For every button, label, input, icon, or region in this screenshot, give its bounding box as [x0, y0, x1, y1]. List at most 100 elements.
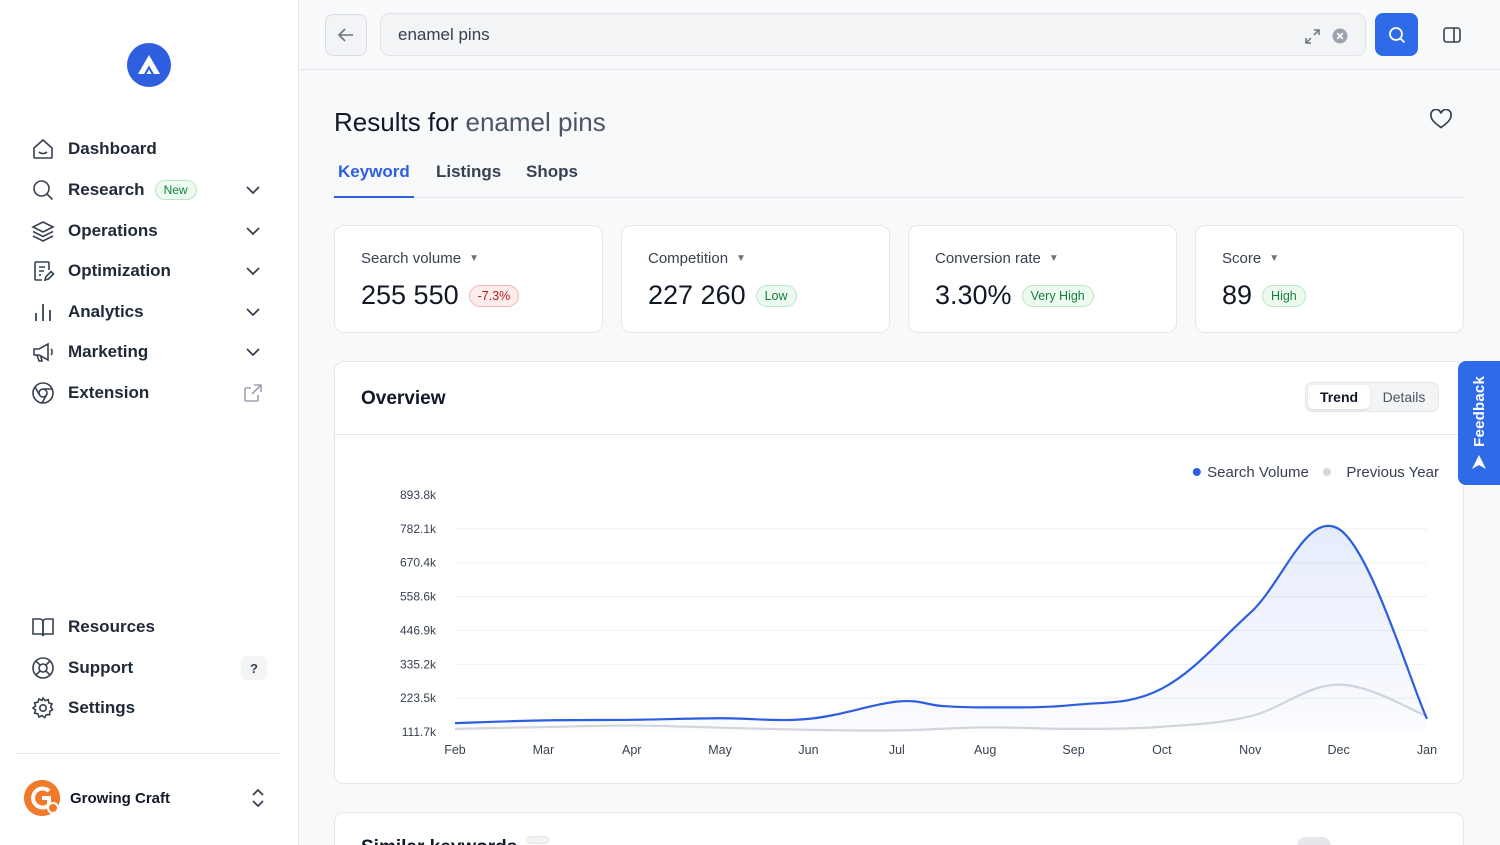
metric-label-dropdown[interactable]: Competition ▼: [648, 250, 746, 267]
sidebar-item-dashboard[interactable]: Dashboard: [30, 133, 275, 165]
metric-label: Score: [1222, 250, 1262, 267]
chevron-up-down-icon[interactable]: [248, 787, 268, 809]
metric-card-competition: Competition ▼ 227 260 Low: [621, 225, 890, 333]
metric-label-dropdown[interactable]: Search volume ▼: [361, 250, 479, 267]
section-title: Similar keywords: [361, 837, 517, 845]
level-badge: High: [1262, 284, 1306, 307]
metric-label: Competition: [648, 250, 729, 267]
sidebar-panel-icon: [1443, 27, 1461, 43]
toggle-panel-button[interactable]: [1440, 24, 1464, 46]
sidebar-item-label: Research: [68, 180, 145, 199]
metric-label-dropdown[interactable]: Conversion rate ▼: [935, 250, 1059, 267]
metric-value: 227 260: [648, 280, 746, 310]
similar-keywords-card: Similar keywords: [334, 812, 1464, 845]
trend-toggle-button[interactable]: Trend: [1308, 385, 1370, 409]
y-tick-label: 893.8k: [400, 488, 437, 502]
metric-label: Conversion rate: [935, 250, 1041, 267]
y-tick-label: 446.9k: [400, 623, 437, 637]
gear-icon: [30, 695, 56, 721]
search-input[interactable]: enamel pins: [380, 13, 1366, 56]
app-logo-icon[interactable]: [127, 43, 171, 87]
layers-icon: [30, 218, 56, 244]
sidebar-item-label: Settings: [68, 698, 136, 717]
sidebar-item-resources[interactable]: Resources: [30, 611, 275, 643]
y-tick-label: 335.2k: [400, 657, 437, 671]
sidebar-item-label: Support: [68, 658, 134, 677]
sidebar-item-research[interactable]: Research New: [30, 174, 275, 206]
sidebar-item-analytics[interactable]: Analytics: [30, 296, 275, 328]
chevron-down-icon[interactable]: [243, 342, 263, 362]
sidebar-item-label: Extension: [68, 383, 150, 402]
sidebar-item-label: Optimization: [68, 261, 171, 280]
bar-chart-icon: [30, 299, 56, 325]
x-tick-label: Aug: [974, 743, 996, 757]
chevron-down-icon[interactable]: [243, 261, 263, 281]
metric-label-dropdown[interactable]: Score ▼: [1222, 250, 1279, 267]
chevron-down-icon[interactable]: [243, 221, 263, 241]
chevron-down-icon[interactable]: [243, 180, 263, 200]
sidebar-item-support[interactable]: Support ?: [30, 652, 275, 684]
legend-marker: [1322, 468, 1331, 476]
change-badge: -7.3%: [468, 284, 520, 307]
sidebar-item-label: Marketing: [68, 342, 149, 361]
tab-listings[interactable]: Listings: [436, 162, 502, 181]
y-tick-label: 670.4k: [400, 556, 437, 570]
sidebar-item-label: Operations: [68, 221, 158, 240]
chrome-icon: [30, 380, 56, 406]
sidebar-item-extension[interactable]: Extension: [30, 377, 275, 409]
x-tick-label: Jun: [798, 743, 818, 757]
metric-card-score: Score ▼ 89 High: [1195, 225, 1464, 333]
expand-icon[interactable]: [1302, 26, 1322, 46]
chevron-down-icon: ▼: [469, 253, 479, 264]
metric-value: 3.30%: [935, 280, 1012, 310]
sidebar-item-label: Resources: [68, 617, 155, 636]
details-toggle-button[interactable]: Details: [1382, 389, 1426, 405]
y-tick-label: 223.5k: [400, 691, 437, 705]
level-badge: Very High: [1021, 284, 1094, 307]
filter-toggle[interactable]: [1297, 837, 1331, 845]
legend-marker: [1192, 468, 1201, 476]
count-badge: [527, 836, 549, 844]
chevron-down-icon[interactable]: [243, 302, 263, 322]
new-badge: New: [154, 180, 197, 200]
legend-label: Search Volume: [1207, 464, 1309, 481]
metric-card-search-volume: Search volume ▼ 255 550 -7.3%: [334, 225, 603, 333]
page-title: Results for enamel pins: [334, 107, 606, 138]
account-name: Growing Craft: [70, 789, 170, 807]
tab-shops[interactable]: Shops: [526, 162, 578, 181]
favorite-heart-icon[interactable]: [1430, 108, 1456, 135]
clear-search-icon[interactable]: [1330, 26, 1350, 46]
overview-divider: [335, 434, 1463, 435]
sidebar-divider: [16, 753, 280, 754]
chevron-down-icon: ▼: [1269, 253, 1280, 264]
sidebar-item-label: Dashboard: [68, 139, 157, 158]
y-tick-label: 558.6k: [400, 590, 437, 604]
feedback-tab[interactable]: Feedback: [1458, 361, 1500, 485]
series-search-volume-line: [454, 524, 1428, 725]
lifebuoy-icon: [30, 655, 56, 681]
external-link-icon[interactable]: [243, 383, 263, 403]
book-icon: [30, 614, 56, 640]
y-tick-label: 111.7k: [402, 725, 437, 739]
sidebar-item-marketing[interactable]: Marketing: [30, 336, 275, 368]
sidebar-item-operations[interactable]: Operations: [30, 215, 275, 247]
back-button[interactable]: [325, 14, 367, 56]
sidebar-item-settings[interactable]: Settings: [30, 692, 275, 724]
sidebar-item-optimization[interactable]: Optimization: [30, 255, 275, 287]
metric-value: 89: [1222, 280, 1253, 310]
top-bar: enamel pins: [299, 0, 1500, 70]
view-toggle: Trend Details: [1305, 382, 1439, 412]
sidebar-item-label: Analytics: [68, 302, 144, 321]
x-tick-label: May: [708, 743, 732, 757]
search-icon: [30, 177, 56, 203]
search-button[interactable]: [1375, 13, 1418, 56]
x-tick-label: Sep: [1062, 743, 1084, 757]
tab-keyword[interactable]: Keyword: [334, 162, 414, 198]
overview-title: Overview: [361, 388, 446, 409]
help-shortcut-badge[interactable]: ?: [241, 656, 267, 680]
result-tabs: Keyword Listings Shops: [334, 158, 1464, 198]
search-input-value: enamel pins: [398, 24, 490, 44]
page-title-prefix: Results for: [334, 107, 459, 137]
account-switcher[interactable]: Growing Craft: [24, 780, 274, 816]
